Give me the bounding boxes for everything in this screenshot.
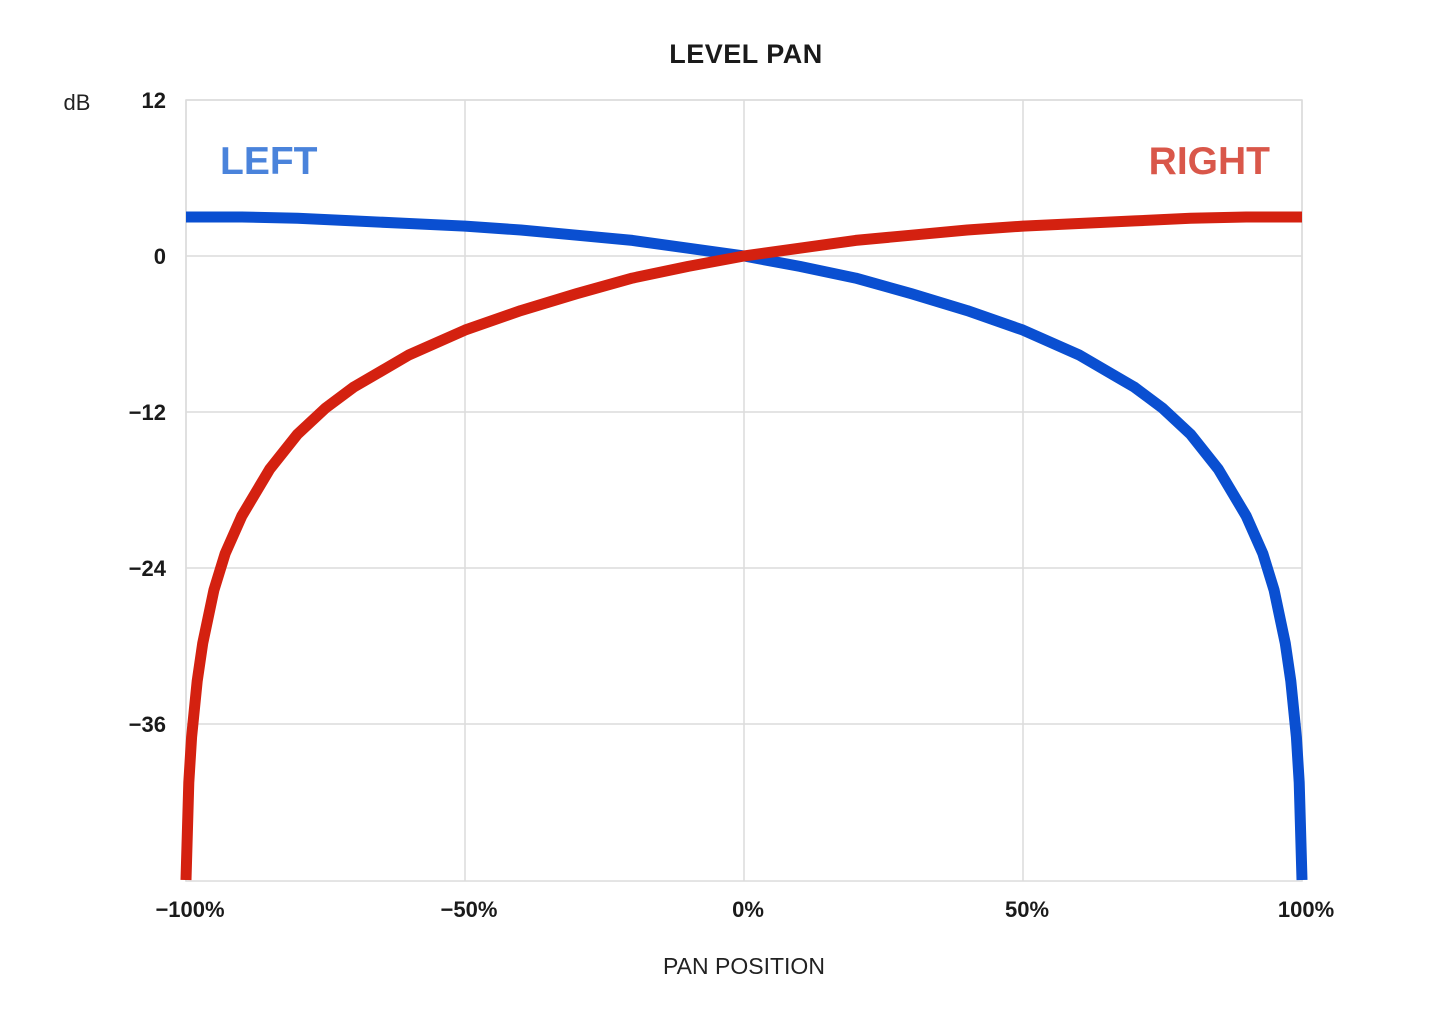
y-tick-label: −12	[129, 400, 166, 425]
x-axis-label: PAN POSITION	[663, 953, 825, 979]
x-tick-label: −100%	[155, 897, 224, 922]
x-tick-labels: −100% −50% 0% 50% 100%	[155, 897, 1334, 922]
y-tick-label: −36	[129, 712, 166, 737]
curve-layer	[180, 211, 1308, 881]
plot-frame	[185, 99, 1303, 882]
x-tick-label: 100%	[1278, 897, 1334, 922]
y-tick-labels: 12 0 −12 −24 −36	[129, 88, 167, 737]
x-tick-label: 50%	[1005, 897, 1049, 922]
series-label-left: LEFT	[220, 140, 318, 183]
chart-title: LEVEL PAN	[669, 39, 823, 69]
y-tick-label: 12	[142, 88, 166, 113]
series-line-right	[180, 211, 1302, 881]
series-label-right: RIGHT	[1149, 140, 1271, 183]
y-tick-label: −24	[129, 556, 167, 581]
y-tick-label: 0	[154, 244, 166, 269]
y-axis-label: dB	[64, 90, 91, 115]
x-tick-label: 0%	[732, 897, 764, 922]
x-tick-label: −50%	[441, 897, 498, 922]
series-line-left	[186, 211, 1308, 881]
